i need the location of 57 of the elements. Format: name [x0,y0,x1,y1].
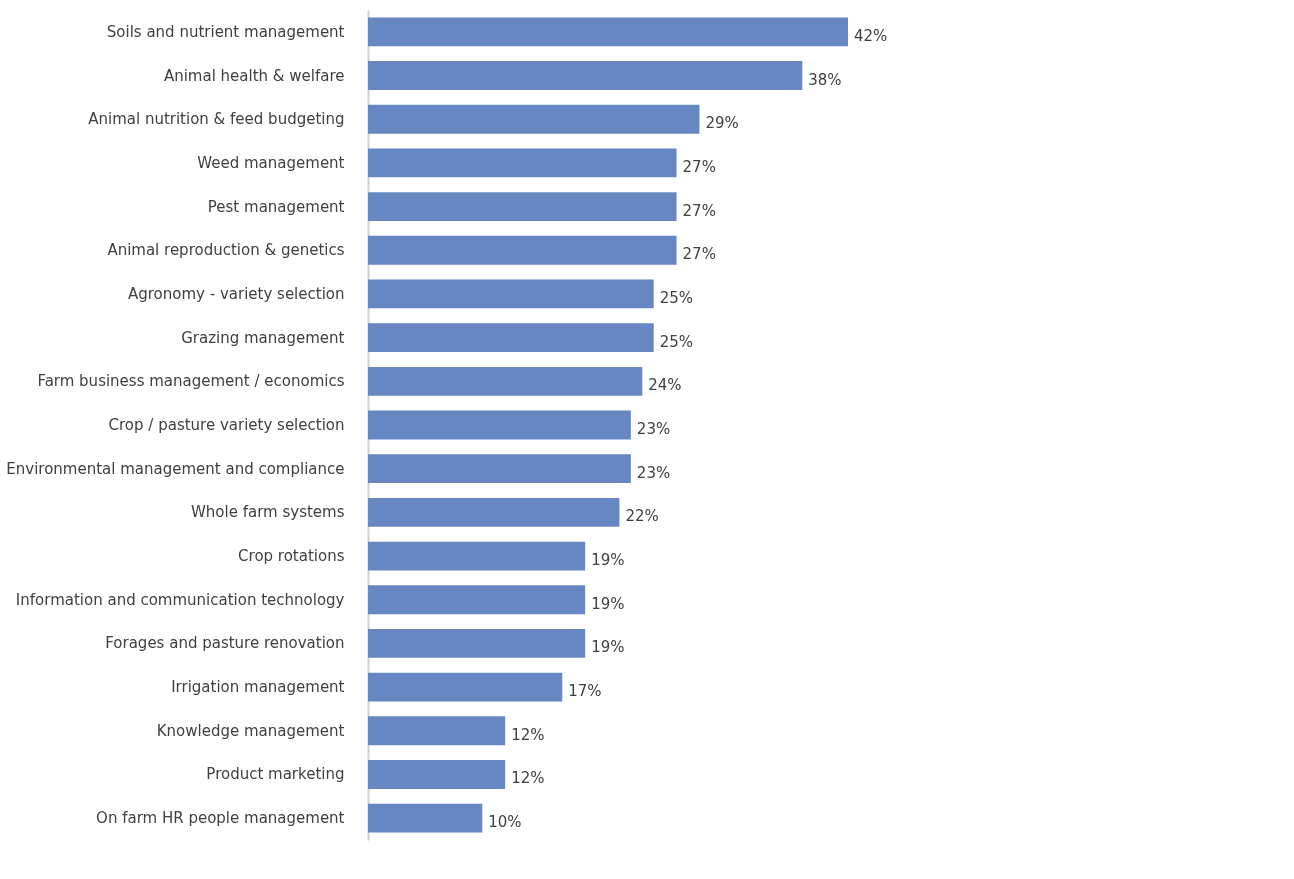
y-tick-label: Pest management [207,197,345,216]
bar [368,104,700,134]
data-label: 27% [682,201,716,220]
bar [368,454,631,484]
data-label: 23% [636,463,671,482]
y-tick-label: Animal reproduction & genetics [107,241,345,260]
data-label: 22% [625,507,659,526]
y-tick-label: Farm business management / economics [37,372,345,391]
bar [368,716,506,746]
data-label: 42% [854,26,888,45]
y-tick-label: Information and communication technology [15,590,345,609]
bar [368,585,586,615]
data-label: 27% [682,245,716,264]
bar [368,497,620,527]
y-tick-label: Whole farm systems [191,503,345,522]
data-label: 17% [568,682,602,701]
y-tick-label: Crop rotations [238,547,345,566]
y-tick-label: Soils and nutrient management [106,22,345,41]
y-tick-label: Crop / pasture variety selection [108,416,345,434]
bar [368,148,677,178]
y-tick-label: Animal nutrition & feed budgeting [88,110,345,129]
data-label: 25% [659,332,694,351]
y-tick-label: On farm HR people management [96,809,345,828]
bar [368,366,643,396]
data-label: 23% [636,420,671,438]
bar [368,760,506,789]
bar [368,672,563,702]
data-label: 24% [648,376,682,395]
y-tick-label: Product marketing [206,765,345,784]
data-label: 12% [511,769,545,788]
y-tick-label: Grazing management [181,328,345,347]
y-tick-label: Knowledge management [156,721,345,740]
data-label: 27% [682,157,716,176]
y-tick-label: Environmental management and compliance [6,459,345,478]
data-label: 25% [659,288,694,307]
bar [368,61,803,90]
y-tick-label: Irrigation management [171,678,345,697]
bar [368,541,586,571]
y-tick-label: Animal health & welfare [163,66,345,85]
data-label: 19% [591,638,625,657]
bar [368,192,677,221]
bar [368,235,677,265]
bar [368,279,654,309]
y-tick-label: Forages and pasture renovation [105,634,345,653]
data-label: 12% [511,725,545,744]
data-label: 10% [488,813,522,832]
data-label: 19% [591,551,625,570]
y-tick-label: Agronomy - variety selection [128,284,345,303]
bar [368,323,654,353]
data-label: 19% [591,594,625,613]
bar [368,629,586,658]
y-tick-label: Weed management [197,153,345,172]
data-label: 29% [705,114,739,133]
bar [368,17,848,47]
bar [368,803,483,833]
bar [368,410,631,440]
data-label: 38% [808,70,842,89]
